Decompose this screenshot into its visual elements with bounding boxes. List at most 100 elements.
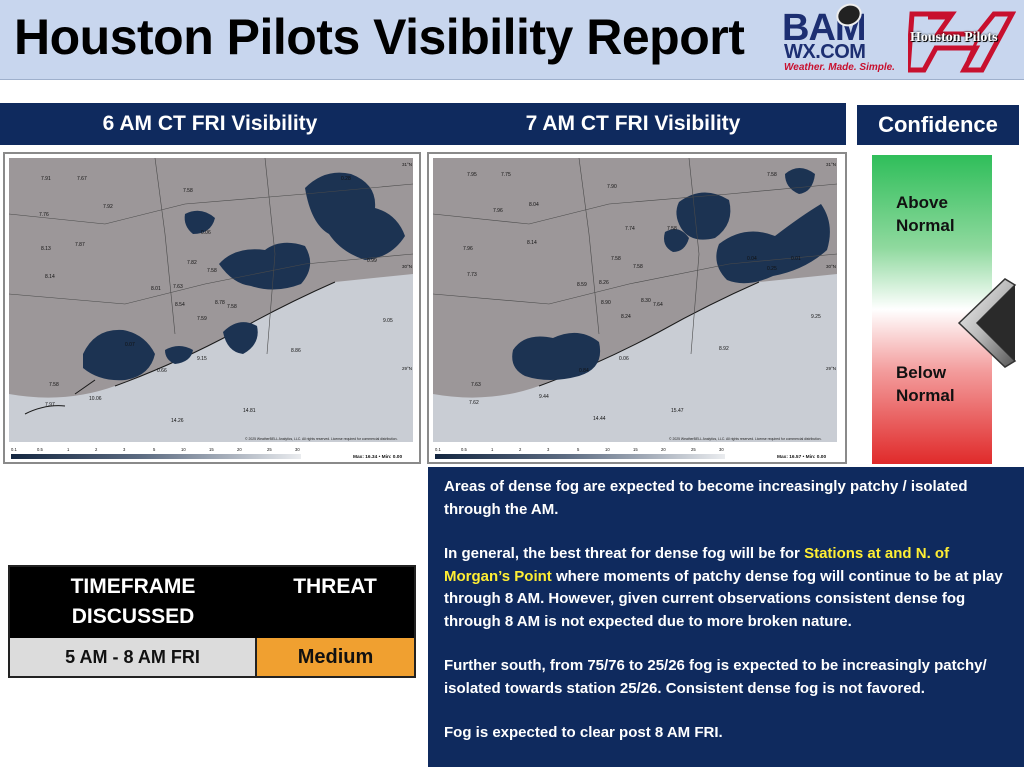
discussion-highlight-stations: Stations at and N. of Morgan’s Point <box>444 545 950 585</box>
discussion-p2-start: In general, the best threat for dense fo… <box>444 545 805 562</box>
svg-text:15.47: 15.47 <box>671 408 684 414</box>
svg-text:15: 15 <box>633 447 638 452</box>
discussion-p2-end: where moments of patchy dense fog will c… <box>444 567 1003 630</box>
svg-text:29°N: 29°N <box>826 366 836 371</box>
svg-text:7.64: 7.64 <box>653 302 663 308</box>
houston-pilots-logo: Houston Pilots <box>905 8 1017 74</box>
header-timeframe: TIMEFRAME DISCUSSED <box>70 575 196 628</box>
svg-text:8.78: 8.78 <box>215 300 225 306</box>
svg-text:7.58: 7.58 <box>611 256 621 262</box>
svg-text:10.06: 10.06 <box>89 396 102 402</box>
svg-text:8.14: 8.14 <box>45 274 55 280</box>
svg-text:Max: 16.34 • Min: 0.00: Max: 16.34 • Min: 0.00 <box>353 454 402 460</box>
svg-text:5: 5 <box>153 447 156 452</box>
svg-text:0.66: 0.66 <box>157 368 167 374</box>
svg-text:14.44: 14.44 <box>593 416 606 422</box>
svg-text:8.13: 8.13 <box>41 246 51 252</box>
svg-text:8.54: 8.54 <box>175 302 185 308</box>
svg-text:7.58: 7.58 <box>667 226 677 232</box>
svg-text:0.06: 0.06 <box>619 356 629 362</box>
threat-level-cell: Medium <box>257 638 414 676</box>
visibility-map-6am: 7.91 7.67 7.58 7.92 7.76 0.28 8.13 7.87 0.06 8… <box>3 152 421 464</box>
bam-wx-logo: BAM WX.COM Weather. Made. Simple. <box>782 0 902 74</box>
svg-text:10: 10 <box>181 447 186 452</box>
discussion-paragraph-1: Areas of dense fog are expected to becom… <box>444 478 968 518</box>
svg-text:0.06: 0.06 <box>201 230 211 236</box>
svg-text:14.81: 14.81 <box>243 408 256 414</box>
svg-text:0.5: 0.5 <box>37 447 43 452</box>
houston-pilots-emblem-icon <box>905 11 1017 73</box>
svg-text:0.1: 0.1 <box>11 447 17 452</box>
header-banner: Houston Pilots Visibility Report BAM WX.… <box>0 0 1024 80</box>
svg-text:7.76: 7.76 <box>39 212 49 218</box>
svg-text:8.59: 8.59 <box>577 282 587 288</box>
confidence-gradient-bar: Above Normal Below Normal <box>872 155 992 464</box>
svg-text:7.63: 7.63 <box>173 284 183 290</box>
svg-text:7.58: 7.58 <box>767 172 777 178</box>
svg-text:8.04: 8.04 <box>529 202 539 208</box>
map-7am-graphic: 7.95 7.75 7.58 7.90 8.04 7.96 7.74 7.58 8.14 7… <box>429 154 845 462</box>
svg-text:8.24: 8.24 <box>621 314 631 320</box>
discussion-paragraph-2: In general, the best threat for dense fo… <box>444 543 1008 633</box>
svg-text:7.82: 7.82 <box>187 260 197 266</box>
threat-table-header: TIMEFRAME DISCUSSED THREAT <box>10 567 414 638</box>
svg-text:9.05: 9.05 <box>383 318 393 324</box>
svg-text:7.97: 7.97 <box>45 402 55 408</box>
threat-table: TIMEFRAME DISCUSSED THREAT 5 AM - 8 AM F… <box>8 565 416 678</box>
discussion-paragraph-3: Further south, from 75/76 to 25/26 fog i… <box>444 657 987 697</box>
svg-text:0.1: 0.1 <box>435 447 441 452</box>
svg-text:0.01: 0.01 <box>791 256 801 262</box>
confidence-title: Confidence <box>857 105 1019 145</box>
threat-table-row: 5 AM - 8 AM FRI Medium <box>10 638 414 676</box>
svg-text:8.01: 8.01 <box>151 286 161 292</box>
svg-text:7.58: 7.58 <box>207 268 217 274</box>
svg-text:7.63: 7.63 <box>471 382 481 388</box>
svg-text:7.58: 7.58 <box>633 264 643 270</box>
svg-text:7.59: 7.59 <box>197 316 207 322</box>
svg-text:8.90: 8.90 <box>601 300 611 306</box>
header-threat: THREAT <box>293 575 377 598</box>
svg-text:31°N: 31°N <box>826 162 836 167</box>
svg-text:7.95: 7.95 <box>467 172 477 178</box>
map-6am-graphic: 7.91 7.67 7.58 7.92 7.76 0.28 8.13 7.87 0.06 8… <box>5 154 419 462</box>
svg-text:20: 20 <box>661 447 666 452</box>
houston-pilots-logo-text: Houston Pilots <box>910 30 998 45</box>
svg-text:8.86: 8.86 <box>291 348 301 354</box>
svg-text:30: 30 <box>719 447 724 452</box>
svg-text:31°N: 31°N <box>402 162 412 167</box>
svg-text:0.07: 0.07 <box>125 342 135 348</box>
svg-text:0.84: 0.84 <box>579 368 589 374</box>
svg-text:5: 5 <box>577 447 580 452</box>
svg-text:10: 10 <box>605 447 610 452</box>
svg-text:7.73: 7.73 <box>467 272 477 278</box>
svg-text:7.92: 7.92 <box>103 204 113 210</box>
svg-text:0.25: 0.25 <box>767 266 777 272</box>
svg-text:7.96: 7.96 <box>463 246 473 252</box>
svg-text:8.14: 8.14 <box>527 240 537 246</box>
svg-text:15: 15 <box>209 447 214 452</box>
page-title: Houston Pilots Visibility Report <box>14 9 745 65</box>
svg-text:30°N: 30°N <box>402 264 412 269</box>
svg-text:25: 25 <box>267 447 272 452</box>
svg-text:7.87: 7.87 <box>75 242 85 248</box>
svg-text:3: 3 <box>547 447 550 452</box>
bam-logo-subtext: WX.COM <box>784 41 866 63</box>
svg-text:© 2025 WeatherBELL Analytics,: © 2025 WeatherBELL Analytics, LLC. All r… <box>669 437 822 441</box>
svg-text:8.30: 8.30 <box>641 298 651 304</box>
svg-text:© 2025 WeatherBELL Analytics,: © 2025 WeatherBELL Analytics, LLC. All r… <box>245 437 398 441</box>
left-map-title: 6 AM CT FRI Visibility <box>0 103 420 145</box>
confidence-below-normal-label: Below Normal <box>896 363 955 405</box>
svg-text:0.5: 0.5 <box>461 447 467 452</box>
svg-text:2: 2 <box>95 447 98 452</box>
svg-text:7.67: 7.67 <box>77 176 87 182</box>
svg-text:8.92: 8.92 <box>719 346 729 352</box>
svg-text:0.28: 0.28 <box>341 176 351 182</box>
svg-text:29°N: 29°N <box>402 366 412 371</box>
svg-text:7.75: 7.75 <box>501 172 511 178</box>
svg-text:30°N: 30°N <box>826 264 836 269</box>
svg-text:7.58: 7.58 <box>49 382 59 388</box>
svg-text:9.25: 9.25 <box>811 314 821 320</box>
svg-text:9.44: 9.44 <box>539 394 549 400</box>
svg-text:7.74: 7.74 <box>625 226 635 232</box>
svg-text:7.90: 7.90 <box>607 184 617 190</box>
